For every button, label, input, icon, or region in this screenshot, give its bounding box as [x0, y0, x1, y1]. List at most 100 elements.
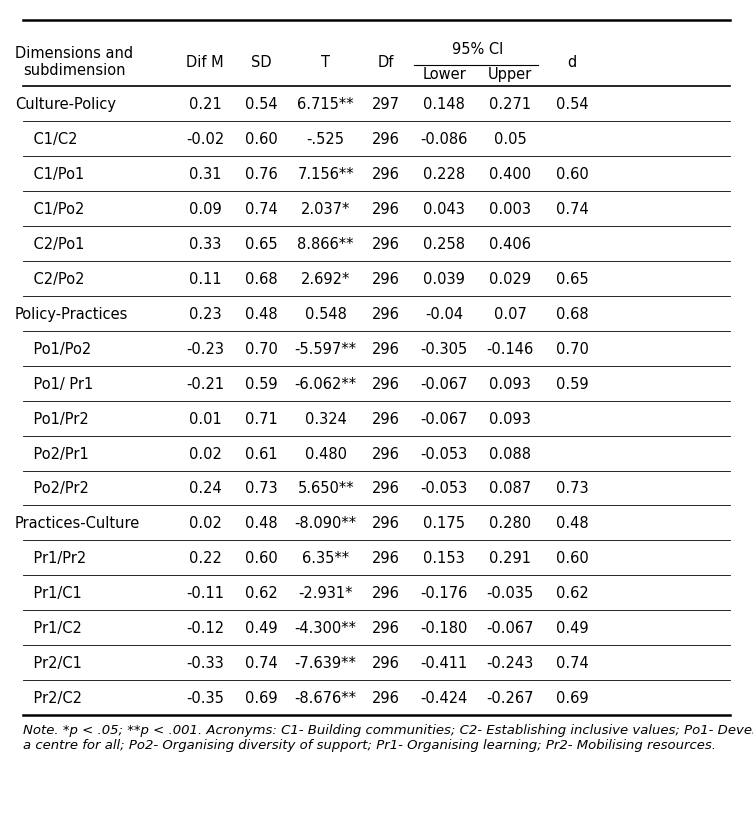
Text: 0.228: 0.228 [423, 166, 465, 182]
Text: -0.180: -0.180 [421, 620, 468, 636]
Text: 0.48: 0.48 [245, 516, 278, 531]
Text: Upper: Upper [488, 67, 532, 82]
Text: -0.411: -0.411 [421, 656, 468, 671]
Text: 0.291: 0.291 [489, 551, 531, 566]
Text: -0.086: -0.086 [421, 131, 468, 146]
Text: 0.74: 0.74 [245, 202, 278, 217]
Text: -0.35: -0.35 [186, 691, 224, 705]
Text: T: T [322, 55, 330, 69]
Text: 0.60: 0.60 [556, 166, 589, 182]
Text: C2/Po2: C2/Po2 [15, 271, 84, 286]
Text: Culture-Policy: Culture-Policy [15, 97, 116, 112]
Text: -0.146: -0.146 [486, 342, 534, 356]
Text: 0.087: 0.087 [489, 480, 531, 496]
Text: 0.61: 0.61 [245, 446, 278, 461]
Text: -0.176: -0.176 [421, 586, 468, 600]
Text: 0.62: 0.62 [245, 586, 278, 600]
Text: 0.043: 0.043 [423, 202, 465, 217]
Text: -0.035: -0.035 [486, 586, 534, 600]
Text: -8.090**: -8.090** [294, 516, 357, 531]
Text: 8.866**: 8.866** [297, 237, 354, 251]
Text: 0.548: 0.548 [305, 306, 346, 322]
Text: -5.597**: -5.597** [294, 342, 357, 356]
Text: -0.04: -0.04 [425, 306, 463, 322]
Text: 0.49: 0.49 [245, 620, 278, 636]
Text: -0.21: -0.21 [186, 376, 224, 391]
Text: 0.74: 0.74 [556, 656, 589, 671]
Text: 0.280: 0.280 [489, 516, 531, 531]
Text: 0.48: 0.48 [556, 516, 589, 531]
Text: 0.73: 0.73 [245, 480, 278, 496]
Text: 0.68: 0.68 [556, 306, 589, 322]
Text: 6.35**: 6.35** [302, 551, 349, 566]
Text: Df: Df [378, 55, 394, 69]
Text: 0.153: 0.153 [423, 551, 465, 566]
Text: 296: 296 [372, 202, 400, 217]
Text: C1/Po1: C1/Po1 [15, 166, 84, 182]
Text: 0.65: 0.65 [245, 237, 278, 251]
Text: -8.676**: -8.676** [294, 691, 357, 705]
Text: 0.76: 0.76 [245, 166, 278, 182]
Text: -0.053: -0.053 [421, 446, 468, 461]
Text: 0.22: 0.22 [189, 551, 221, 566]
Text: 0.54: 0.54 [556, 97, 589, 112]
Text: 0.62: 0.62 [556, 586, 589, 600]
Text: 0.175: 0.175 [423, 516, 465, 531]
Text: Pr2/C2: Pr2/C2 [15, 691, 82, 705]
Text: Dimensions and
subdimension: Dimensions and subdimension [15, 45, 133, 79]
Text: 296: 296 [372, 551, 400, 566]
Text: 0.148: 0.148 [423, 97, 465, 112]
Text: 0.480: 0.480 [305, 446, 346, 461]
Text: -0.243: -0.243 [486, 656, 534, 671]
Text: 296: 296 [372, 342, 400, 356]
Text: Policy-Practices: Policy-Practices [15, 306, 129, 322]
Text: Pr1/Pr2: Pr1/Pr2 [15, 551, 87, 566]
Text: 0.24: 0.24 [189, 480, 221, 496]
Text: 0.74: 0.74 [556, 202, 589, 217]
Text: 0.68: 0.68 [245, 271, 278, 286]
Text: 95% CI: 95% CI [452, 42, 503, 57]
Text: 0.406: 0.406 [489, 237, 531, 251]
Text: 0.73: 0.73 [556, 480, 589, 496]
Text: 0.003: 0.003 [489, 202, 531, 217]
Text: d: d [568, 55, 577, 69]
Text: -2.931*: -2.931* [298, 586, 353, 600]
Text: 0.71: 0.71 [245, 411, 278, 426]
Text: -0.23: -0.23 [186, 342, 224, 356]
Text: 0.258: 0.258 [423, 237, 465, 251]
Text: 0.65: 0.65 [556, 271, 589, 286]
Text: -6.062**: -6.062** [294, 376, 357, 391]
Text: 0.039: 0.039 [423, 271, 465, 286]
Text: 0.324: 0.324 [305, 411, 346, 426]
Text: 0.01: 0.01 [189, 411, 221, 426]
Text: -0.305: -0.305 [421, 342, 468, 356]
Text: Pr1/C1: Pr1/C1 [15, 586, 82, 600]
Text: -4.300**: -4.300** [294, 620, 357, 636]
Text: 0.093: 0.093 [489, 376, 531, 391]
Text: 0.33: 0.33 [189, 237, 221, 251]
Text: 296: 296 [372, 411, 400, 426]
Text: 296: 296 [372, 620, 400, 636]
Text: 5.650**: 5.650** [297, 480, 354, 496]
Text: 0.02: 0.02 [189, 516, 221, 531]
Text: 0.60: 0.60 [556, 551, 589, 566]
Text: 296: 296 [372, 691, 400, 705]
Text: C1/Po2: C1/Po2 [15, 202, 84, 217]
Text: -0.067: -0.067 [486, 620, 534, 636]
Text: 296: 296 [372, 480, 400, 496]
Text: 0.088: 0.088 [489, 446, 531, 461]
Text: -0.267: -0.267 [486, 691, 534, 705]
Text: Po1/Po2: Po1/Po2 [15, 342, 91, 356]
Text: -0.33: -0.33 [186, 656, 224, 671]
Text: Practices-Culture: Practices-Culture [15, 516, 140, 531]
Text: 0.05: 0.05 [494, 131, 526, 146]
Text: Po2/Pr2: Po2/Pr2 [15, 480, 89, 496]
Text: 296: 296 [372, 376, 400, 391]
Text: -0.12: -0.12 [186, 620, 224, 636]
Text: 0.11: 0.11 [189, 271, 221, 286]
Text: 0.60: 0.60 [245, 131, 278, 146]
Text: 296: 296 [372, 656, 400, 671]
Text: -0.424: -0.424 [421, 691, 468, 705]
Text: 0.21: 0.21 [189, 97, 221, 112]
Text: 296: 296 [372, 306, 400, 322]
